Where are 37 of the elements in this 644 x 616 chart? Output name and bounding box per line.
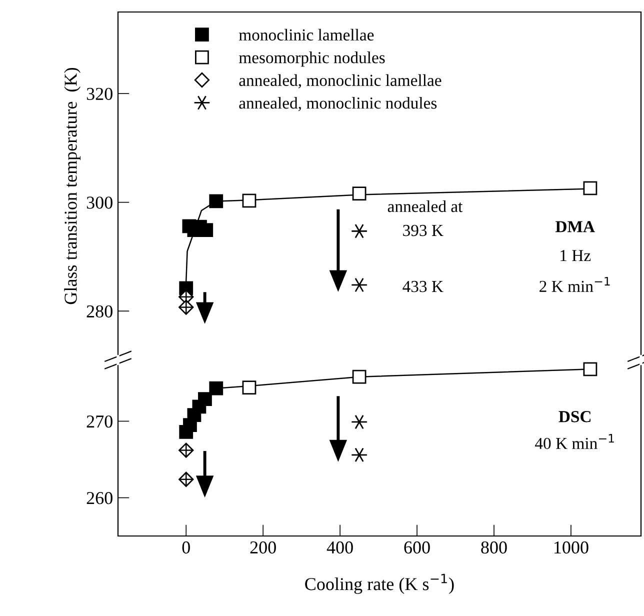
annotation: DMA: [555, 221, 595, 232]
point: [350, 448, 368, 462]
annotation: 393 K: [403, 224, 444, 236]
x-tick-label: 1000: [554, 541, 588, 554]
legend-label: annealed, monoclinic nodules: [239, 96, 437, 112]
y-tick-label: 320: [86, 88, 112, 100]
annotation: 40 K min$^{−1}$: [535, 434, 614, 450]
point: [583, 362, 598, 376]
annotation: DSC: [558, 411, 590, 422]
x-tick-label: 800: [481, 541, 507, 554]
point: [350, 224, 368, 238]
legend-label: annealed, monoclinic lamellae: [239, 74, 442, 88]
x-tick-label: 600: [404, 541, 430, 554]
y-tick-label: 280: [86, 305, 112, 318]
point: [199, 223, 214, 237]
y-tick-label: 260: [86, 492, 112, 504]
point: [242, 380, 256, 394]
x-tick-label: 0: [182, 541, 190, 554]
annotation: 1 Hz: [560, 250, 591, 261]
point: [352, 370, 366, 384]
point: [583, 181, 598, 196]
point: [352, 186, 366, 201]
legend-label: monoclinic lamellae: [238, 28, 374, 41]
annotation: 433 K: [402, 280, 444, 292]
x-tick-label: 200: [250, 541, 276, 554]
annotation: 2 K min$^{−1}$: [540, 276, 610, 292]
y-axis-title: Glass transition temperature (K): [64, 68, 80, 304]
point: [198, 392, 212, 406]
legend-label: mesomorphic nodules: [238, 52, 385, 67]
y-tick-label: 300: [86, 196, 112, 209]
x-tick-label: 400: [326, 541, 353, 554]
point: [242, 194, 256, 208]
point: [209, 381, 224, 396]
annotation: annealed at: [388, 200, 463, 212]
x-axis-title: Cooling rate (K s$^{−1}$): [305, 574, 454, 594]
point: [209, 194, 224, 208]
y-tick-label: 270: [86, 415, 112, 428]
